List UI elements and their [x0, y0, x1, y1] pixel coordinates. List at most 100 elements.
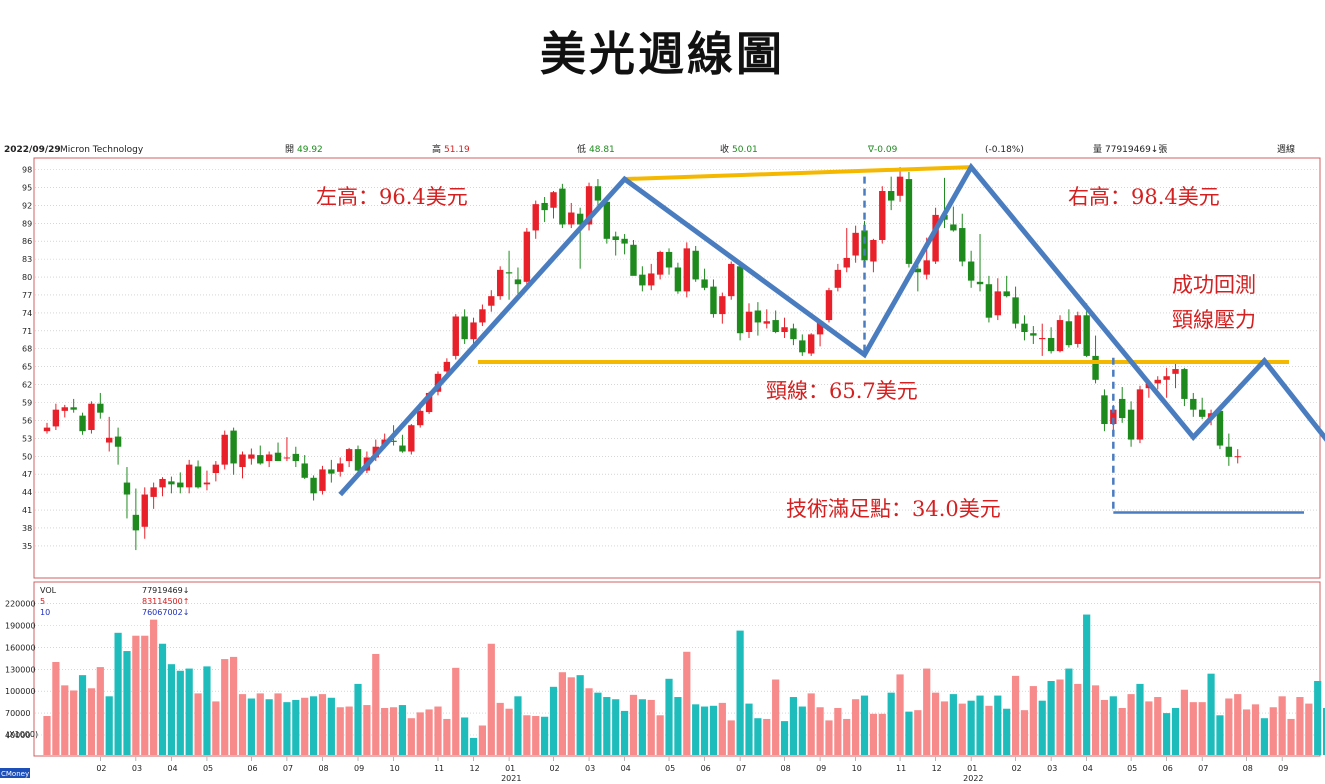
volume-tick-label: 100000	[5, 687, 36, 696]
volume-bar	[1083, 614, 1091, 755]
month-label: 06	[701, 764, 711, 773]
volume-bar	[852, 699, 860, 755]
candle-body	[932, 214, 939, 262]
candle-body	[61, 407, 68, 411]
candle-body	[1003, 291, 1010, 297]
candle-body	[959, 228, 966, 262]
candle-body	[710, 286, 717, 315]
volume-bar	[647, 699, 655, 755]
month-label: 03	[132, 764, 142, 773]
volume-bar	[1038, 700, 1046, 755]
volume-bars	[43, 614, 1325, 755]
volume-bar	[265, 699, 273, 755]
volume-bar	[1269, 707, 1277, 755]
candle-body	[719, 296, 726, 315]
volume-bar	[176, 670, 184, 755]
price-tick-label: 77	[22, 291, 32, 300]
candle-body	[123, 482, 131, 495]
volume-tick-label: 70000	[5, 709, 30, 718]
candle-body	[896, 176, 904, 196]
candle-body	[559, 188, 566, 225]
volume-bar	[683, 651, 691, 755]
volume-bar	[141, 635, 149, 755]
volume-bar	[256, 693, 264, 755]
price-tick-label: 80	[22, 273, 32, 282]
candle-body	[648, 273, 655, 286]
volume-bar	[656, 715, 664, 755]
price-tick-label: 62	[22, 381, 32, 390]
volume-bar	[318, 694, 327, 755]
volume-bar	[123, 651, 131, 755]
candle-body	[43, 427, 51, 432]
volume-bar	[478, 725, 487, 755]
volume-bar	[1278, 696, 1286, 755]
candle-body	[1127, 409, 1135, 440]
candle-body	[816, 321, 824, 335]
volume-bar	[1127, 694, 1135, 755]
volume-bar	[469, 737, 478, 755]
volume-unit: (X1000)	[6, 730, 38, 739]
candle-body	[70, 407, 77, 410]
month-label: 07	[1198, 764, 1208, 773]
month-label: 05	[1127, 764, 1137, 773]
volume-bar	[638, 699, 646, 755]
candle-body	[1039, 337, 1046, 340]
volume-bar	[301, 697, 309, 755]
candle-body	[328, 469, 335, 474]
candle-body	[141, 494, 148, 527]
candle-body	[1065, 321, 1073, 346]
candle-body	[994, 291, 1002, 316]
volume-bar	[1216, 715, 1224, 755]
candle-body	[1216, 410, 1224, 446]
info-date: 2022/09/29	[4, 145, 61, 155]
volume-bar	[416, 712, 424, 755]
volume-bar	[958, 703, 966, 755]
candle-body	[354, 449, 362, 471]
price-tick-label: 38	[22, 524, 32, 533]
volume-bar	[754, 718, 762, 755]
volume-bar	[96, 667, 104, 755]
volume-bar	[505, 708, 513, 755]
info-low: 48.81	[589, 145, 615, 155]
candle-body	[799, 340, 806, 353]
candle-body	[852, 232, 859, 256]
candle-body	[967, 261, 975, 281]
volume-bar	[105, 696, 113, 755]
volume-bar	[158, 643, 167, 755]
brand-badge	[0, 768, 30, 778]
candle-body	[594, 186, 602, 201]
volume-bar	[994, 695, 1002, 755]
volume-bar	[514, 696, 522, 755]
volume-bar	[1109, 696, 1117, 755]
candle-body	[399, 445, 406, 452]
month-label: 08	[1243, 764, 1253, 773]
month-label: 01	[505, 764, 515, 773]
candle-body	[1021, 323, 1028, 333]
volume-bar	[389, 707, 398, 755]
candle-body	[168, 481, 175, 485]
year-label: 2022	[963, 774, 983, 783]
volume-bar	[70, 690, 78, 755]
volume-bar	[1154, 697, 1162, 755]
volume-bar	[985, 705, 993, 755]
price-tick-label: 74	[22, 309, 32, 318]
volume-bar	[1260, 718, 1268, 755]
month-label: 06	[247, 764, 257, 773]
candle-body	[221, 434, 228, 465]
candle-body	[301, 463, 308, 478]
volume-bar	[549, 686, 558, 755]
volume-bar	[905, 711, 913, 755]
volume-bar	[194, 693, 202, 755]
volume-bar	[452, 667, 460, 755]
double-top-pattern	[338, 162, 1325, 497]
ma5-legend-label: 5	[40, 597, 45, 606]
volume-bar	[629, 694, 638, 755]
info-volume-label: 量	[1093, 144, 1102, 155]
volume-bar	[114, 632, 122, 755]
volume-bar	[1074, 683, 1082, 755]
candle-body	[470, 322, 477, 340]
volume-bar	[1322, 707, 1325, 755]
candle-body	[1234, 456, 1241, 458]
candle-body	[692, 250, 699, 280]
volume-tick-label: 130000	[5, 665, 36, 674]
